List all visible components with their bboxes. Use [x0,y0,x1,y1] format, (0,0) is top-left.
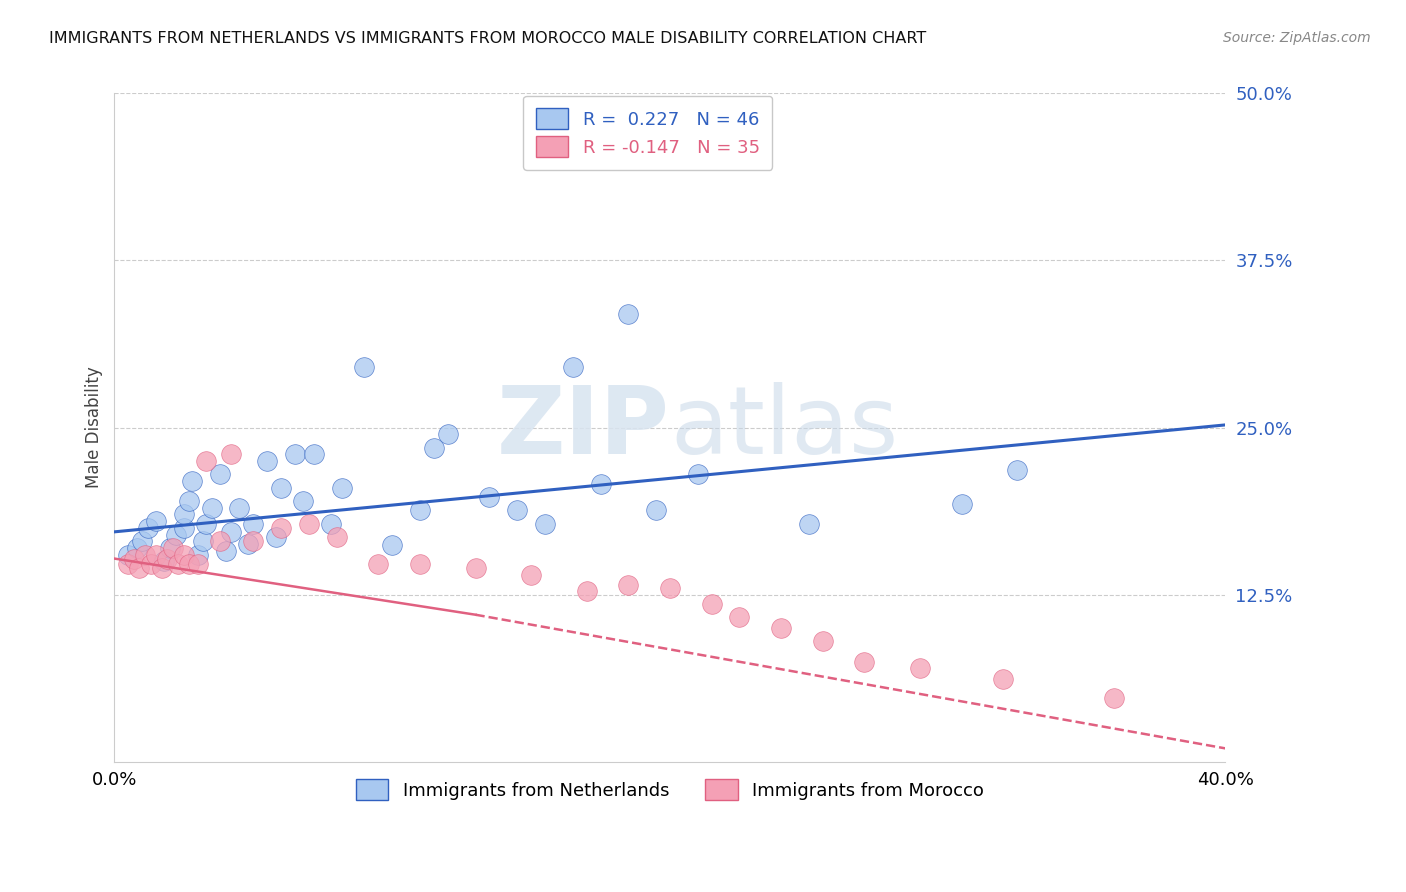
Point [145,548,167,562]
Point [534,516,557,531]
Point [153,554,176,568]
Point [478,490,501,504]
Point [208,467,231,482]
Point [381,538,404,552]
Point [117,557,139,571]
Point [208,534,231,549]
Point [325,530,347,544]
Point [145,514,167,528]
Point [589,476,612,491]
Y-axis label: Male Disability: Male Disability [86,367,103,489]
Point [156,551,179,566]
Point [367,557,389,571]
Point [165,527,187,541]
Point [728,610,751,624]
Point [270,521,292,535]
Point [159,541,181,555]
Point [797,516,820,531]
Text: atlas: atlas [669,382,898,474]
Point [464,561,486,575]
Point [173,548,195,562]
Point [150,561,173,575]
Point [195,454,218,468]
Point [187,548,209,562]
Point [256,454,278,468]
Point [128,561,150,575]
Point [242,534,264,549]
Point [409,503,432,517]
Point [436,427,458,442]
Point [1104,690,1126,705]
Point [195,516,218,531]
Point [219,524,242,539]
Text: IMMIGRANTS FROM NETHERLANDS VS IMMIGRANTS FROM MOROCCO MALE DISABILITY CORRELATI: IMMIGRANTS FROM NETHERLANDS VS IMMIGRANT… [49,31,927,46]
Point [811,634,834,648]
Point [950,497,973,511]
Point [242,516,264,531]
Point [319,516,342,531]
Point [330,481,353,495]
Point [284,447,307,461]
Point [219,447,242,461]
Point [264,530,287,544]
Point [298,516,321,531]
Point [700,597,723,611]
Point [1005,463,1028,477]
Point [658,581,681,595]
Point [187,557,209,571]
Point [353,360,375,375]
Point [134,548,156,562]
Point [270,481,292,495]
Legend: Immigrants from Netherlands, Immigrants from Morocco: Immigrants from Netherlands, Immigrants … [343,767,997,813]
Point [173,521,195,535]
Point [506,503,529,517]
Text: Source: ZipAtlas.com: Source: ZipAtlas.com [1223,31,1371,45]
Point [409,557,432,571]
Point [131,534,153,549]
Point [993,672,1015,686]
Point [179,494,201,508]
Text: ZIP: ZIP [498,382,669,474]
Point [617,578,640,592]
Point [575,583,598,598]
Point [181,474,204,488]
Point [214,543,236,558]
Point [645,503,668,517]
Point [853,655,876,669]
Point [167,557,190,571]
Point [117,548,139,562]
Point [228,500,250,515]
Point [304,447,326,461]
Point [908,661,931,675]
Point [122,551,145,566]
Point [173,508,195,522]
Point [139,557,162,571]
Point [561,360,583,375]
Point [179,557,201,571]
Point [520,567,543,582]
Point [292,494,315,508]
Point [686,467,709,482]
Point [162,541,184,555]
Point [617,307,640,321]
Point [236,537,259,551]
Point [770,621,793,635]
Point [193,534,215,549]
Point [423,441,446,455]
Point [125,541,148,555]
Point [136,521,159,535]
Point [201,500,224,515]
